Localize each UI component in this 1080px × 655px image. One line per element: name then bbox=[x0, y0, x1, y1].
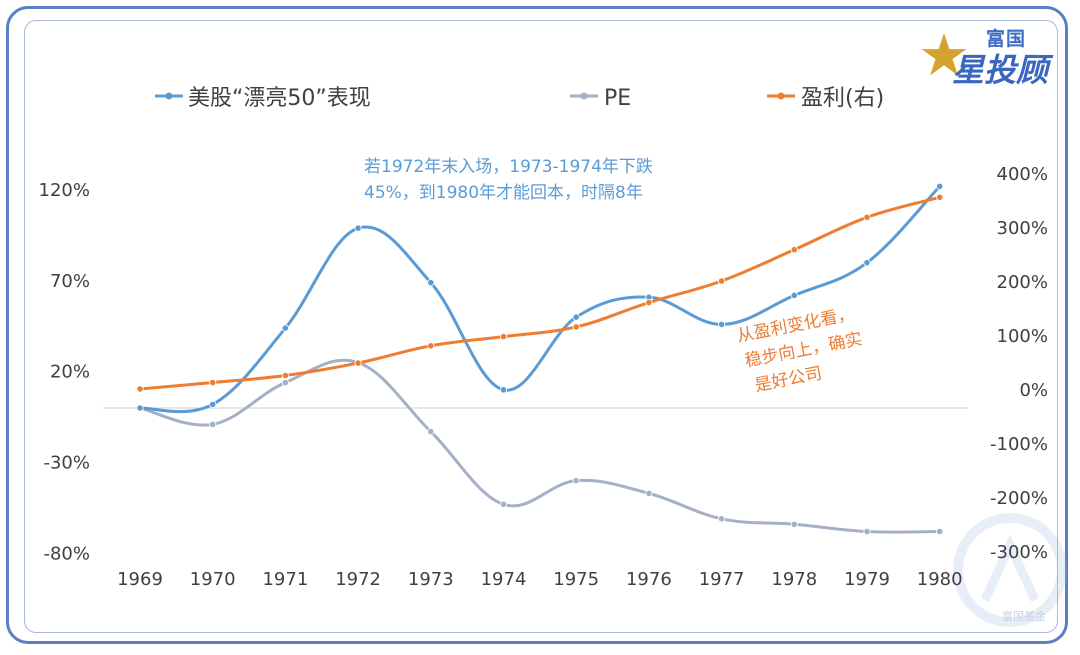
data-point-stock bbox=[281, 324, 289, 332]
data-point-profit bbox=[790, 246, 798, 254]
orange-annotation-line3: 是好公司 bbox=[753, 364, 824, 397]
right-axis: 400% 300% 200% 100% 0% -100% -200% -300% bbox=[990, 164, 1048, 563]
x-tick-label: 1980 bbox=[917, 569, 963, 590]
data-point-profit bbox=[354, 359, 362, 367]
legend-label-stock: 美股“漂亮50”表现 bbox=[188, 86, 371, 111]
x-tick-label: 1971 bbox=[262, 569, 308, 590]
data-point-stock bbox=[427, 279, 435, 287]
legend-label-pe: PE bbox=[604, 86, 631, 111]
data-point-profit bbox=[136, 385, 144, 393]
outer-frame bbox=[6, 6, 1068, 644]
right-tick-label: 400% bbox=[997, 164, 1048, 185]
data-point-profit bbox=[281, 371, 289, 380]
x-tick-label: 1979 bbox=[844, 569, 890, 590]
data-point-stock bbox=[136, 404, 144, 412]
legend-item-pe: PE bbox=[570, 86, 631, 111]
x-axis: 1969 1970 1971 1972 1973 1974 1975 1976 1977 1978… bbox=[117, 569, 963, 590]
left-tick-label: 120% bbox=[39, 180, 90, 201]
x-tick-label: 1972 bbox=[335, 569, 381, 590]
legend-item-stock: 美股“漂亮50”表现 bbox=[155, 86, 371, 111]
x-tick-label: 1974 bbox=[481, 569, 527, 590]
brand-logo: ★ 富国 星投顾 bbox=[912, 20, 1052, 92]
x-tick-label: 1975 bbox=[553, 569, 599, 590]
right-tick-label: 300% bbox=[997, 218, 1048, 239]
data-point-pe bbox=[209, 420, 217, 428]
x-tick-label: 1973 bbox=[408, 569, 454, 590]
data-point-pe bbox=[499, 500, 508, 508]
data-point-pe bbox=[863, 527, 871, 536]
data-point-profit bbox=[936, 193, 944, 201]
right-tick-label: -200% bbox=[990, 488, 1048, 509]
inner-frame bbox=[24, 20, 1058, 633]
data-point-profit bbox=[499, 333, 508, 341]
watermark-emblem bbox=[953, 513, 1067, 627]
data-point-profit bbox=[427, 342, 435, 350]
series-line-profit bbox=[138, 195, 942, 391]
x-tick-label: 1976 bbox=[626, 569, 672, 590]
data-point-pe bbox=[572, 477, 580, 485]
data-point-stock bbox=[499, 386, 508, 394]
star-icon: ★ bbox=[918, 21, 970, 89]
logo-top-text: 富国 bbox=[986, 28, 1027, 50]
right-tick-label: 0% bbox=[1019, 380, 1048, 401]
series-line-pe bbox=[138, 358, 942, 534]
orange-annotation: 从盈利变化看， 稳步向上，确实 是好公司 bbox=[735, 304, 864, 397]
legend-label-profit: 盈利(右) bbox=[801, 86, 884, 111]
right-tick-label: -300% bbox=[990, 542, 1048, 563]
data-point-pe bbox=[281, 378, 289, 387]
blue-annotation: 若1972年末入场，1973-1974年下跌 45%，到1980年才能回本，时隔… bbox=[364, 157, 653, 203]
data-point-stock bbox=[790, 291, 798, 299]
data-point-stock bbox=[717, 320, 726, 329]
series-layer bbox=[136, 182, 944, 536]
legend: 美股“漂亮50”表现 PE 盈利(右) bbox=[155, 86, 884, 111]
data-point-pe bbox=[717, 515, 726, 523]
logo-main-text: 星投顾 bbox=[952, 51, 1049, 89]
x-tick-label: 1969 bbox=[117, 569, 163, 590]
blue-annotation-line2: 45%，到1980年才能回本，时隔8年 bbox=[364, 183, 643, 203]
right-tick-label: -100% bbox=[990, 434, 1048, 455]
right-tick-label: 200% bbox=[997, 272, 1048, 293]
data-point-pe bbox=[936, 527, 944, 536]
data-point-profit bbox=[209, 378, 217, 387]
left-tick-label: -30% bbox=[43, 453, 90, 474]
data-point-profit bbox=[717, 277, 726, 285]
data-point-profit bbox=[645, 298, 653, 307]
data-point-profit bbox=[863, 213, 871, 221]
x-tick-label: 1970 bbox=[190, 569, 236, 590]
left-tick-label: 20% bbox=[50, 362, 90, 383]
x-tick-label: 1977 bbox=[699, 569, 745, 590]
right-tick-label: 100% bbox=[997, 326, 1048, 347]
x-tick-label: 1978 bbox=[771, 569, 817, 590]
data-point-stock bbox=[354, 224, 362, 232]
data-point-stock bbox=[863, 259, 871, 267]
data-point-pe bbox=[645, 489, 653, 497]
blue-annotation-line1: 若1972年末入场，1973-1974年下跌 bbox=[364, 157, 653, 177]
legend-item-profit: 盈利(右) bbox=[767, 86, 884, 111]
data-point-pe bbox=[427, 428, 435, 436]
left-axis: 120% 70% 20% -30% -80% bbox=[39, 180, 90, 564]
data-point-stock bbox=[572, 313, 580, 321]
data-point-stock bbox=[209, 400, 217, 408]
data-point-pe bbox=[790, 520, 798, 528]
watermark-label: 富国基金 bbox=[1002, 610, 1046, 623]
left-tick-label: -80% bbox=[43, 543, 90, 564]
data-point-profit bbox=[572, 323, 580, 331]
data-point-stock bbox=[936, 182, 944, 190]
left-tick-label: 70% bbox=[50, 271, 90, 292]
